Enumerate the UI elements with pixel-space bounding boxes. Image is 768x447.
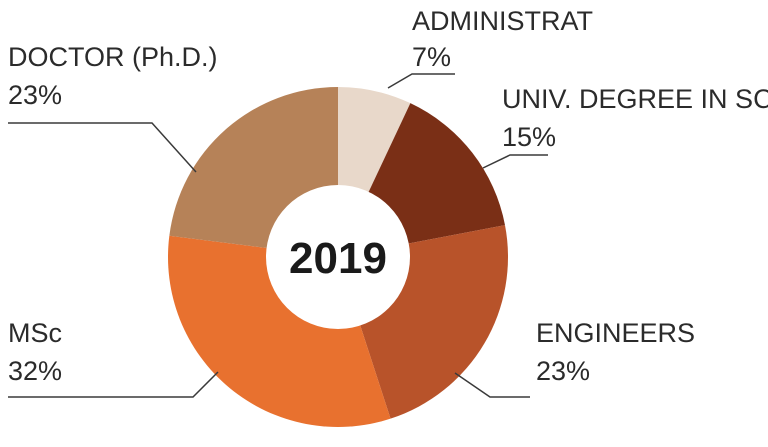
slice-label-engineers: ENGINEERS — [536, 318, 695, 348]
slice-label-msc: MSc — [8, 318, 62, 348]
slice-value-msc: 32% — [8, 356, 62, 386]
slice-value-univ-degree: 15% — [502, 122, 556, 152]
center-year-label: 2019 — [289, 234, 387, 283]
donut-hole — [266, 185, 410, 329]
leader-line-univ-degree — [482, 154, 548, 169]
slice-label-administrat: ADMINISTRAT — [412, 6, 593, 36]
slice-label-univ-degree: UNIV. DEGREE IN SC — [502, 84, 768, 114]
slice-value-engineers: 23% — [536, 356, 590, 386]
leader-line-msc — [8, 371, 219, 398]
leader-line-administrat — [387, 73, 455, 89]
leader-line-engineers — [454, 372, 530, 398]
slice-value-administrat: 7% — [412, 42, 451, 72]
leader-line-doctor — [8, 122, 197, 173]
slice-label-doctor: DOCTOR (Ph.D.) — [8, 42, 218, 72]
slice-value-doctor: 23% — [8, 80, 62, 110]
